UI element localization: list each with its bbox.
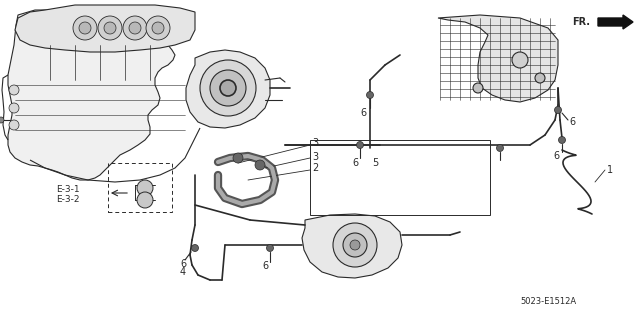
Circle shape — [129, 22, 141, 34]
Circle shape — [497, 145, 504, 152]
Circle shape — [356, 142, 364, 149]
Text: 6: 6 — [352, 158, 358, 168]
Text: 6: 6 — [569, 117, 575, 127]
Text: 6: 6 — [553, 151, 559, 161]
Circle shape — [0, 117, 4, 123]
Circle shape — [9, 120, 19, 130]
Circle shape — [535, 73, 545, 83]
Circle shape — [152, 22, 164, 34]
Circle shape — [210, 70, 246, 106]
Text: 6: 6 — [262, 261, 268, 271]
Circle shape — [104, 22, 116, 34]
Circle shape — [367, 92, 374, 99]
Polygon shape — [186, 50, 270, 128]
Polygon shape — [302, 214, 402, 278]
Circle shape — [233, 153, 243, 163]
Circle shape — [220, 80, 236, 96]
Text: 6: 6 — [360, 108, 366, 118]
Circle shape — [73, 16, 97, 40]
Circle shape — [137, 192, 153, 208]
Circle shape — [350, 240, 360, 250]
Text: E-3-2: E-3-2 — [56, 196, 79, 204]
Circle shape — [512, 52, 528, 68]
FancyArrow shape — [598, 15, 633, 29]
Text: 5: 5 — [372, 158, 378, 168]
Circle shape — [554, 107, 561, 114]
Text: 4: 4 — [180, 267, 186, 277]
Text: 3: 3 — [312, 152, 318, 162]
Polygon shape — [438, 15, 558, 102]
Circle shape — [559, 137, 566, 144]
Text: E-3-1: E-3-1 — [56, 186, 79, 195]
Circle shape — [123, 16, 147, 40]
Circle shape — [255, 160, 265, 170]
Text: 1: 1 — [607, 165, 613, 175]
Circle shape — [9, 85, 19, 95]
Circle shape — [98, 16, 122, 40]
Text: 5023-E1512A: 5023-E1512A — [520, 298, 576, 307]
Circle shape — [343, 233, 367, 257]
Circle shape — [9, 103, 19, 113]
Circle shape — [333, 223, 377, 267]
Polygon shape — [15, 5, 195, 52]
Circle shape — [79, 22, 91, 34]
Text: 2: 2 — [312, 163, 318, 173]
Polygon shape — [8, 10, 180, 180]
Text: 3: 3 — [312, 138, 318, 148]
Circle shape — [191, 244, 198, 251]
Text: FR.: FR. — [572, 17, 590, 27]
Circle shape — [137, 180, 153, 196]
Circle shape — [146, 16, 170, 40]
Circle shape — [266, 244, 273, 251]
Circle shape — [200, 60, 256, 116]
Text: 6: 6 — [180, 259, 186, 269]
Circle shape — [473, 83, 483, 93]
